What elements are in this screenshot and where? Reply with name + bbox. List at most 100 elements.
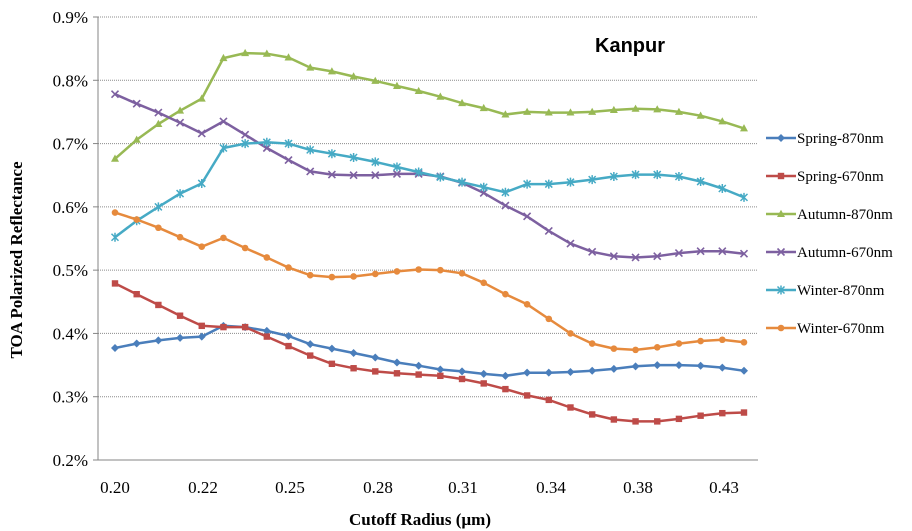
data-point xyxy=(501,187,510,197)
data-point xyxy=(349,171,358,180)
data-point xyxy=(523,212,532,221)
y-tick-label: 0.9% xyxy=(53,8,88,27)
data-point xyxy=(740,366,748,375)
data-point xyxy=(609,252,618,261)
legend-marker xyxy=(776,247,786,257)
data-point xyxy=(567,330,574,337)
legend-item: Spring-870nm xyxy=(766,131,884,147)
data-point xyxy=(674,361,683,370)
data-point xyxy=(436,92,445,100)
data-point xyxy=(111,154,119,162)
data-point xyxy=(740,338,748,346)
data-point xyxy=(545,396,552,404)
data-point xyxy=(132,135,141,143)
y-tick-label: 0.7% xyxy=(53,135,88,154)
data-point xyxy=(219,117,228,126)
data-point xyxy=(610,345,618,352)
data-point xyxy=(262,49,271,57)
data-point xyxy=(523,179,532,189)
data-point xyxy=(458,98,467,107)
data-point xyxy=(176,118,185,127)
data-point xyxy=(479,182,488,192)
data-point xyxy=(523,368,532,377)
data-point xyxy=(133,290,140,298)
data-point xyxy=(437,266,444,274)
series-line xyxy=(114,211,745,352)
data-point xyxy=(111,209,119,216)
data-point xyxy=(415,371,422,378)
series-Spring-870nm xyxy=(111,321,748,380)
legend-item: Autumn-670nm xyxy=(766,245,893,261)
data-point xyxy=(132,99,141,108)
legend-label: Winter-870nm xyxy=(797,283,885,299)
data-point xyxy=(480,380,487,387)
data-point xyxy=(719,336,726,344)
data-point xyxy=(371,171,380,180)
legend-marker xyxy=(777,172,785,180)
data-point xyxy=(198,322,205,330)
y-tick-label: 0.5% xyxy=(53,261,88,280)
data-point xyxy=(284,139,293,149)
data-point xyxy=(566,368,575,377)
legend-marker xyxy=(777,134,785,142)
y-axis-title: TOA Polarized Reflectance xyxy=(7,161,26,358)
data-point xyxy=(653,344,661,351)
data-point xyxy=(327,67,336,75)
data-point xyxy=(392,169,402,179)
data-point xyxy=(653,252,662,261)
data-point xyxy=(110,232,120,242)
data-point xyxy=(739,249,749,258)
data-point xyxy=(176,189,185,199)
series-line xyxy=(114,324,745,378)
data-point xyxy=(306,63,315,71)
data-point xyxy=(393,268,401,275)
data-point xyxy=(588,247,597,256)
data-point xyxy=(696,111,705,119)
data-point xyxy=(392,81,401,89)
series-Autumn-870nm xyxy=(111,48,748,162)
data-point xyxy=(241,323,249,331)
data-point xyxy=(414,86,423,95)
data-point xyxy=(133,216,140,223)
data-point xyxy=(544,368,553,377)
data-point xyxy=(349,152,358,162)
data-point xyxy=(610,416,618,423)
data-point xyxy=(437,372,444,380)
data-point xyxy=(372,368,379,375)
legend-item: Winter-870nm xyxy=(766,283,885,299)
data-point xyxy=(566,108,575,116)
data-point xyxy=(241,139,250,149)
data-point xyxy=(154,336,163,345)
y-tick-label: 0.8% xyxy=(53,71,88,90)
data-point xyxy=(674,171,683,181)
data-point xyxy=(284,331,293,340)
data-point xyxy=(220,234,227,242)
data-point xyxy=(110,90,120,99)
legend-marker xyxy=(777,209,785,217)
data-point xyxy=(284,53,293,61)
data-point xyxy=(393,370,401,377)
data-point xyxy=(544,179,553,189)
data-point xyxy=(632,418,639,425)
data-point xyxy=(262,137,271,147)
data-point xyxy=(609,364,618,373)
data-point xyxy=(306,271,314,279)
data-point xyxy=(176,333,185,342)
gridlines xyxy=(98,16,758,398)
legend: Spring-870nm Spring-670nm Autumn-870nm Autu… xyxy=(766,131,893,337)
data-point xyxy=(696,361,705,370)
data-point xyxy=(371,353,380,362)
series-line xyxy=(114,141,745,239)
data-point xyxy=(566,239,575,248)
data-point xyxy=(111,280,119,287)
data-point xyxy=(631,170,640,180)
data-point xyxy=(219,143,228,153)
data-point xyxy=(631,104,640,112)
y-tick-label: 0.4% xyxy=(53,324,88,343)
data-point xyxy=(609,171,618,181)
data-point xyxy=(285,342,292,350)
data-point xyxy=(154,108,163,117)
data-point xyxy=(480,279,488,287)
data-point xyxy=(328,273,336,281)
data-point xyxy=(740,409,748,416)
